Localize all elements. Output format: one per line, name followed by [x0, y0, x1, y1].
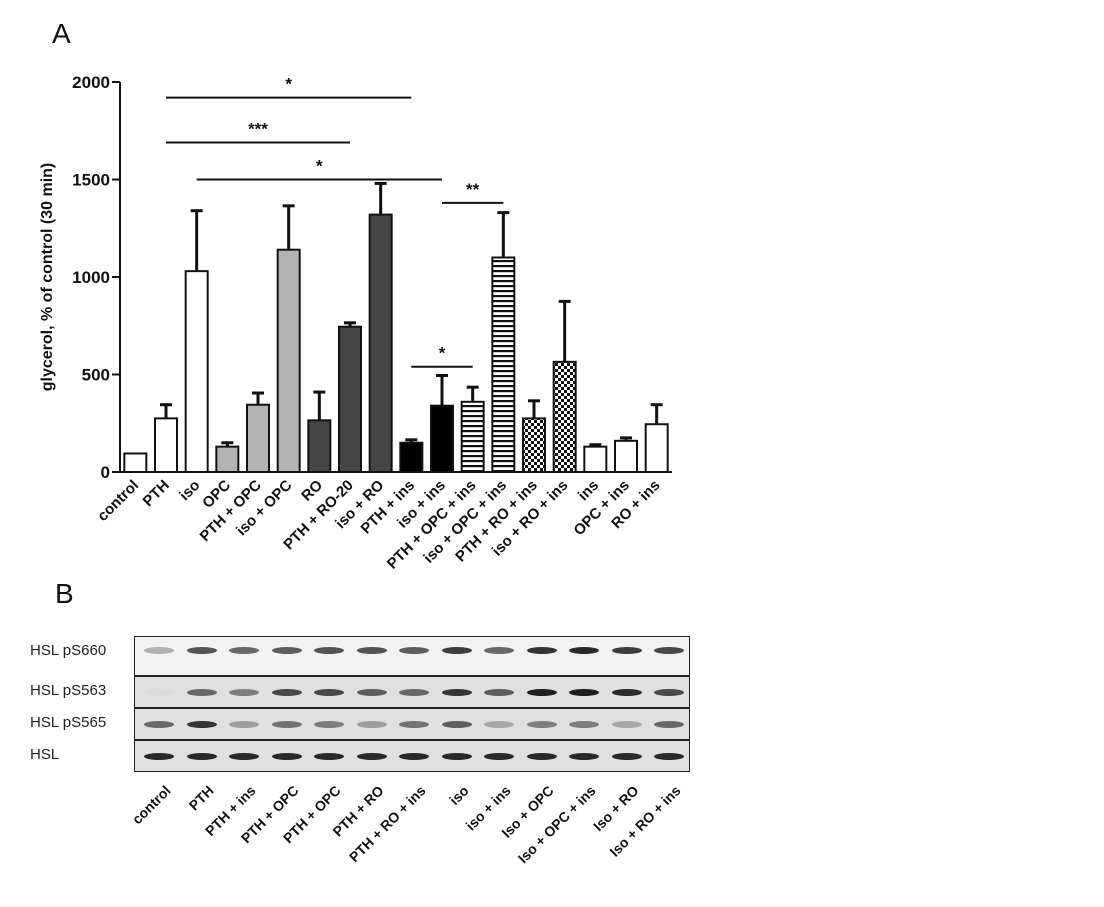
blot-band	[441, 721, 472, 728]
blot-band	[526, 689, 557, 696]
blot-band	[229, 753, 259, 760]
blot-band	[441, 753, 472, 760]
blot-band	[356, 689, 387, 696]
blot-band	[356, 753, 387, 760]
y-tick-label: 500	[82, 366, 110, 385]
blot-band	[484, 721, 514, 728]
blot-band	[271, 753, 302, 760]
blot-band	[399, 647, 429, 654]
y-tick-label: 1500	[72, 171, 110, 190]
bar-iso-opc-ins	[491, 256, 516, 473]
bar-ro-ins	[644, 423, 669, 474]
bar-iso-ins	[430, 404, 454, 474]
y-axis-label: glycerol, % of control (30 min)	[39, 163, 56, 391]
blot-band	[484, 647, 514, 654]
blot-band	[569, 721, 599, 728]
blot-band	[484, 689, 514, 696]
blot-row-label: HSL	[30, 746, 60, 763]
blot-band	[186, 721, 217, 728]
bar-iso	[184, 270, 209, 473]
bar-iso-ro	[368, 213, 393, 473]
blot-band	[314, 721, 344, 728]
blot-band	[144, 753, 174, 760]
significance-label: *	[316, 157, 323, 176]
blot-band	[654, 647, 684, 654]
bar-iso-opc	[276, 248, 301, 473]
blot-band	[314, 689, 344, 696]
blot-band	[654, 689, 684, 696]
panel-label-b: B	[55, 578, 74, 609]
blot-band	[186, 647, 217, 654]
blot-band	[569, 647, 599, 654]
bar-chart: 0 500 1000 1500 2000 glycerol, % of control (…	[39, 73, 672, 573]
blot-band	[314, 753, 344, 760]
bar-ro	[307, 419, 332, 474]
blot-band	[356, 721, 387, 728]
bar-pth-ins	[399, 441, 424, 473]
blot-band	[229, 689, 259, 696]
y-tick-label: 0	[101, 463, 110, 482]
blot-band	[186, 689, 217, 696]
blot-band	[399, 753, 429, 760]
blot-row-label: HSL pS660	[30, 642, 107, 659]
blot-band	[229, 721, 259, 728]
significance-label: ***	[248, 119, 268, 138]
blot-band	[526, 721, 557, 728]
blot-band	[611, 647, 642, 654]
bar-pth-opc	[246, 403, 270, 474]
y-tick-label: 1000	[72, 268, 110, 287]
blot-band	[314, 647, 344, 654]
panel-label-a: A	[52, 18, 71, 49]
blot-band	[654, 753, 684, 760]
significance-label: **	[466, 180, 480, 199]
bar-control	[123, 452, 148, 474]
blot-band	[399, 689, 429, 696]
blot-band	[441, 647, 472, 654]
blot-band	[611, 721, 642, 728]
blot-band	[399, 721, 429, 728]
blot-band	[569, 689, 599, 696]
blot-band	[186, 753, 217, 760]
bar-iso-ro-ins	[552, 360, 577, 474]
y-tick-label: 2000	[72, 73, 110, 92]
bar-pth-ro-ins	[522, 417, 546, 473]
bar-pth-opc-ins	[460, 400, 485, 473]
blot-band	[229, 647, 259, 654]
blot-strip	[134, 676, 690, 708]
blot-band	[271, 647, 302, 654]
blot-band	[526, 753, 557, 760]
blot-band	[144, 647, 174, 654]
blot-strip	[134, 636, 690, 676]
bar-opc	[215, 445, 240, 473]
bar-opc-ins	[614, 439, 638, 473]
blot-row-label: HSL pS563	[30, 682, 107, 699]
blot-band	[144, 721, 174, 728]
bar-pth-ro-20	[338, 325, 362, 473]
blot-band	[484, 753, 514, 760]
blot-band	[611, 689, 642, 696]
bar-pth	[154, 417, 178, 473]
blot-row-label: HSL pS565	[30, 714, 107, 731]
x-tick-label: PTH	[140, 477, 173, 510]
blot-band	[356, 647, 387, 654]
significance-label: *	[285, 75, 292, 94]
blot-band	[441, 689, 472, 696]
bar-ins	[583, 445, 608, 473]
x-tick-label: control	[94, 477, 142, 525]
blot-band	[271, 721, 302, 728]
blot-band	[611, 753, 642, 760]
blot-band	[271, 689, 302, 696]
blot-strip	[134, 708, 690, 740]
blot-band	[144, 689, 174, 696]
blot-strip	[134, 740, 690, 772]
significance-label: *	[439, 344, 446, 363]
blot-band	[654, 721, 684, 728]
blot-band	[526, 647, 557, 654]
blot-band	[569, 753, 599, 760]
